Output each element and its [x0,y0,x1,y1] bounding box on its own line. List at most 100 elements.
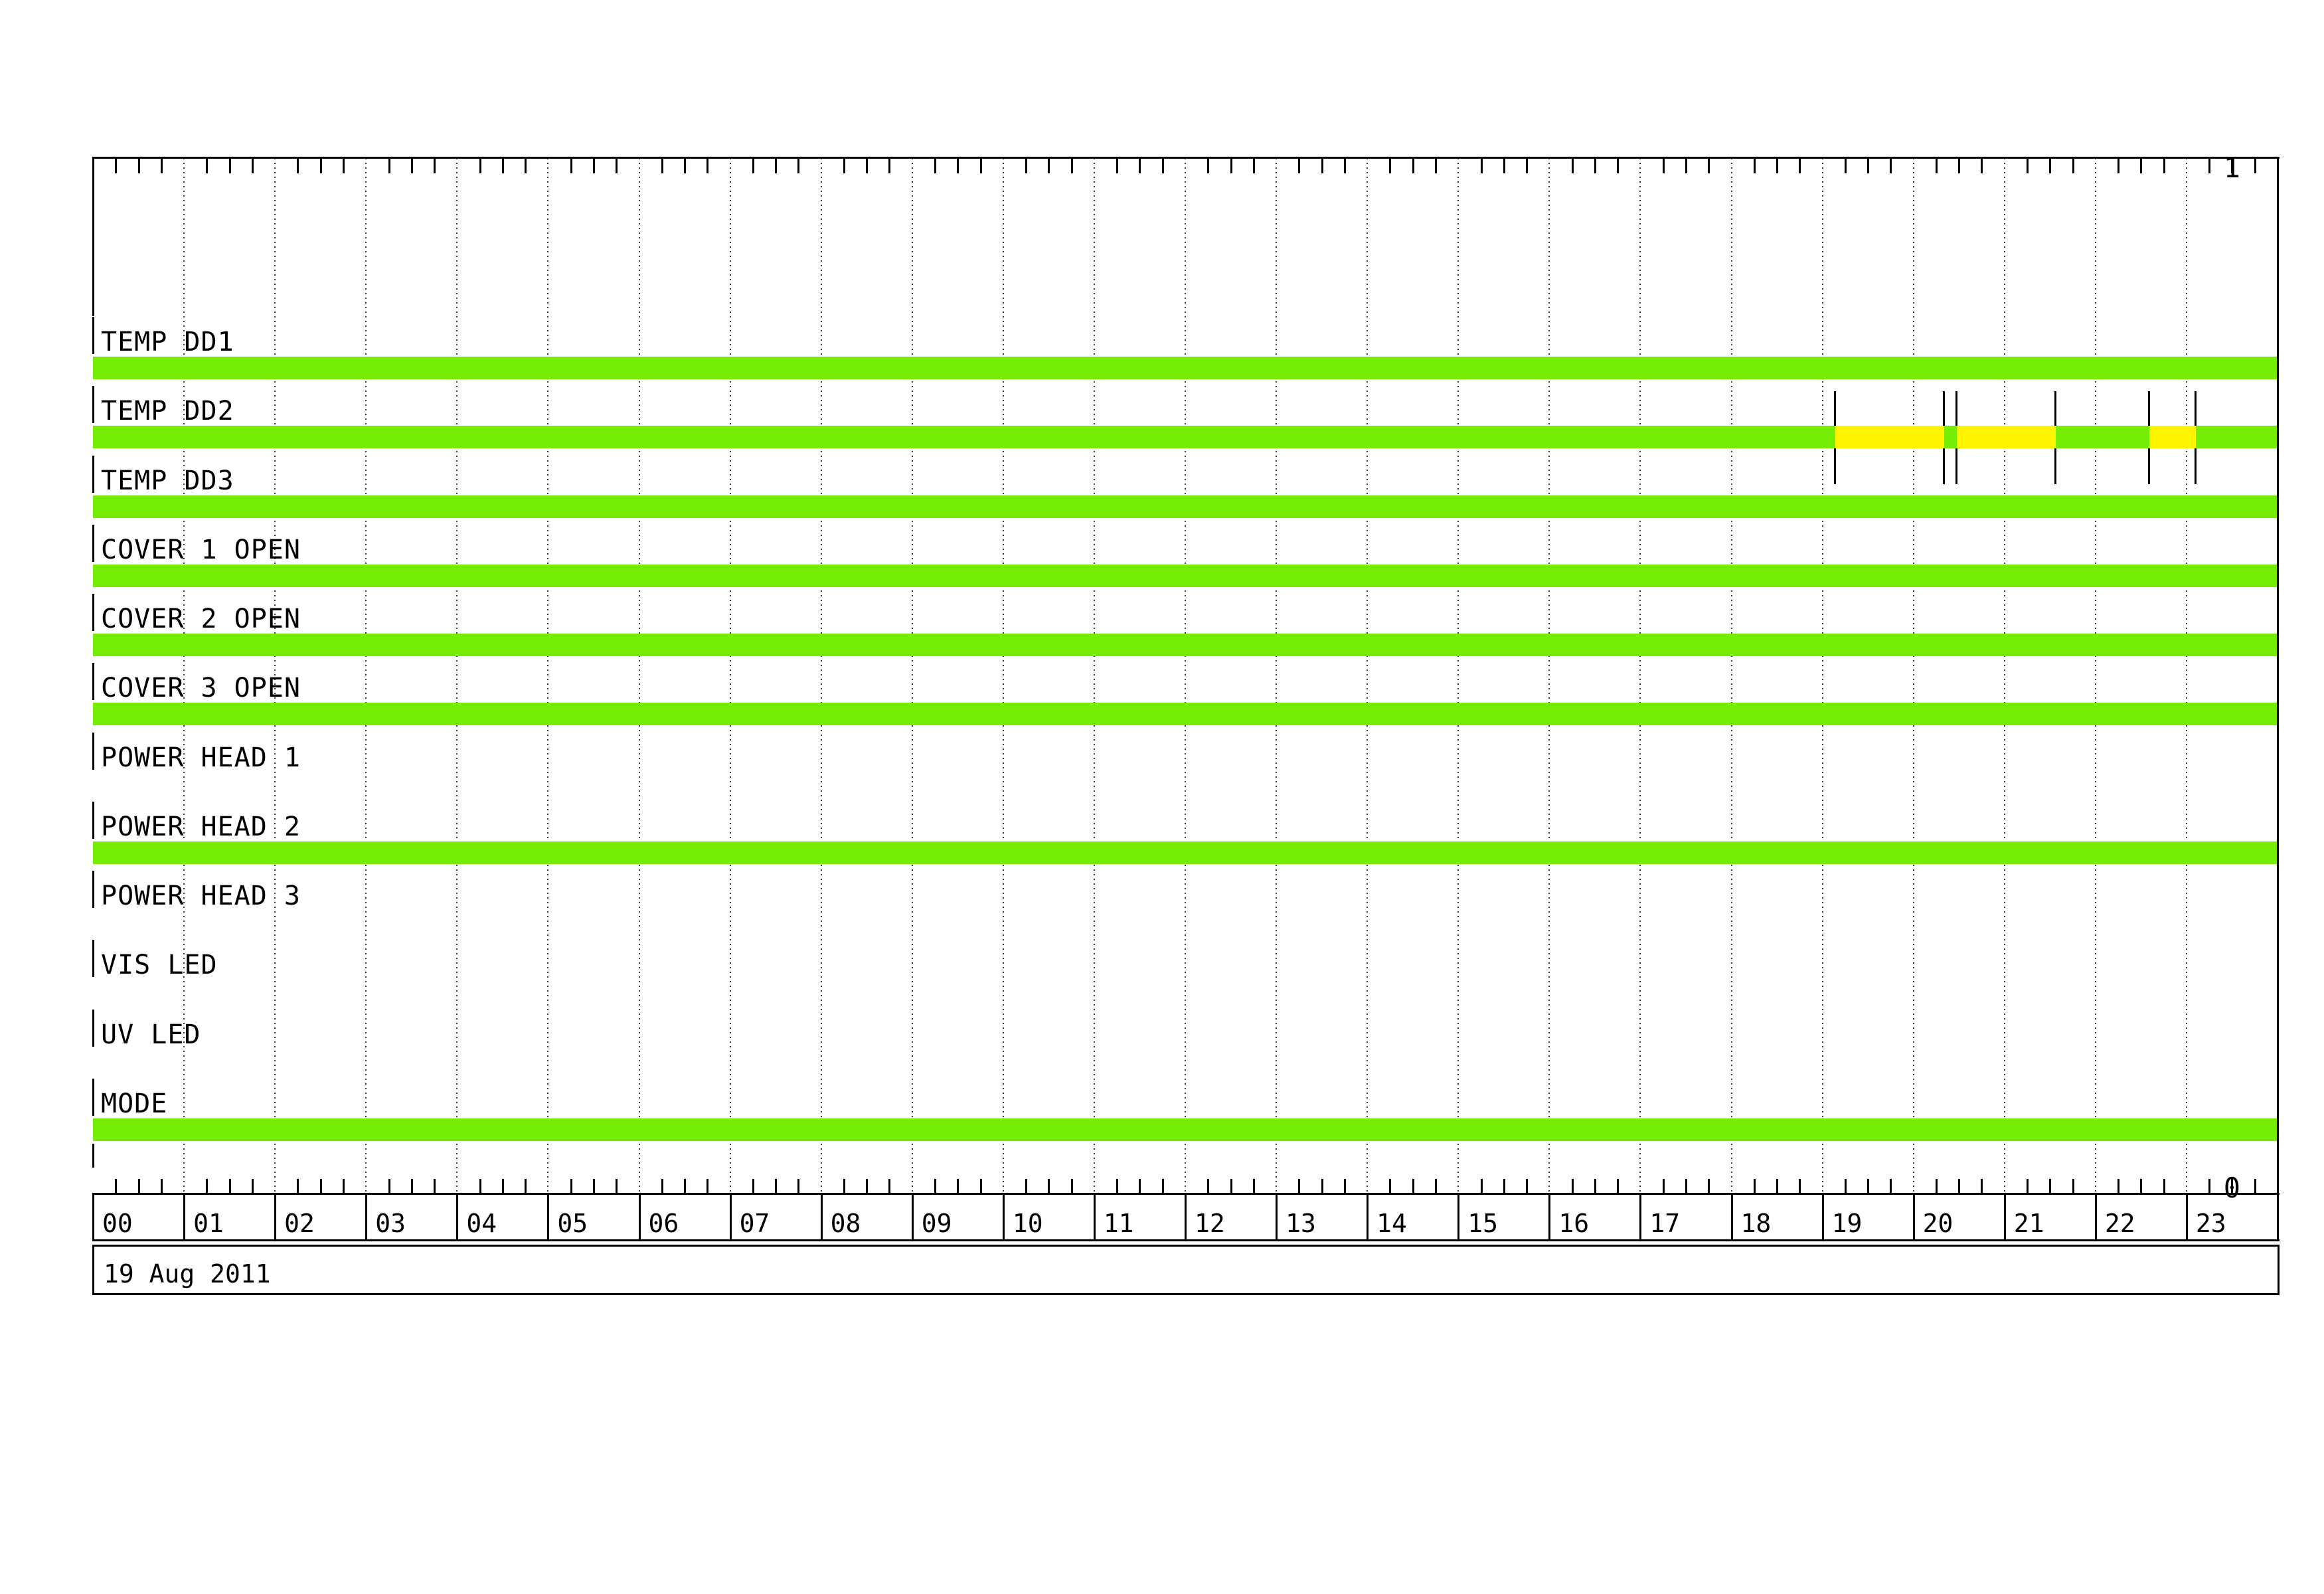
minor-tick-bottom [661,1179,663,1194]
minor-tick-top [706,159,709,173]
minor-tick-top [251,159,254,173]
hour-cell-separator [1912,1194,1915,1241]
hour-cell-separator [729,1194,732,1241]
y-axis-min-label: 0 [2223,1172,2240,1204]
minor-tick-top [2208,159,2211,173]
minor-tick-bottom [1981,1179,1983,1194]
minor-tick-top [592,159,595,173]
hour-label: 21 [2013,1209,2044,1238]
minor-tick-top [684,159,687,173]
minor-tick-top [342,159,345,173]
hour-gridline [820,158,822,1194]
hour-gridline [456,158,458,1194]
minor-tick-top [1981,159,1983,173]
state-bar-segment [93,565,2278,587]
hour-gridline [1276,158,1278,1194]
minor-tick-bottom [706,1179,709,1194]
minor-tick-top [2072,159,2074,173]
minor-tick-top [797,159,800,173]
minor-tick-bottom [1070,1179,1073,1194]
row-label: TEMP DD1 [101,327,234,357]
minor-tick-bottom [1958,1179,1961,1194]
minor-tick-bottom [1321,1179,1323,1194]
minor-tick-bottom [1139,1179,1141,1194]
hour-label: 00 [102,1209,133,1238]
hour-label: 12 [1195,1209,1225,1238]
minor-tick-bottom [2027,1179,2029,1194]
minor-tick-bottom [137,1179,140,1194]
minor-tick-bottom [297,1179,299,1194]
minor-tick-bottom [1389,1179,1392,1194]
minor-tick-top [957,159,959,173]
hour-cell-separator [1548,1194,1551,1241]
minor-tick-bottom [592,1179,595,1194]
minor-tick-top [1708,159,1710,173]
minor-tick-bottom [1412,1179,1414,1194]
minor-tick-top [1252,159,1255,173]
hour-gridline [1002,158,1004,1194]
row-start-marker [92,663,94,700]
minor-tick-top [1139,159,1141,173]
hour-label: 23 [2195,1209,2226,1238]
minor-tick-bottom [1594,1179,1596,1194]
minor-tick-bottom [2208,1179,2211,1194]
minor-tick-top [1343,159,1346,173]
minor-tick-bottom [228,1179,231,1194]
minor-tick-bottom [525,1179,527,1194]
y-axis-max-label: 1 [2223,151,2240,184]
row-start-marker [92,594,94,631]
hour-gridline [183,158,185,1194]
hour-gridline [1185,158,1186,1194]
minor-tick-bottom [1890,1179,1892,1194]
minor-tick-bottom [1048,1179,1050,1194]
hour-gridline [1912,158,1914,1194]
row-start-marker [92,317,94,354]
state-bar-segment [1957,426,2056,448]
minor-tick-bottom [1708,1179,1710,1194]
hour-gridline [638,158,640,1194]
hour-cell-separator [92,1194,94,1241]
hour-label: 18 [1740,1209,1772,1238]
minor-tick-bottom [843,1179,845,1194]
state-bar-segment [1835,426,1945,448]
minor-tick-top [434,159,436,173]
minor-tick-top [1958,159,1961,173]
row-start-marker [92,386,94,423]
row-start-marker [92,1010,94,1047]
minor-tick-top [1412,159,1414,173]
minor-tick-top [1799,159,1801,173]
hour-label: 02 [284,1209,315,1238]
minor-tick-bottom [957,1179,959,1194]
hour-label: 13 [1286,1209,1316,1238]
state-bar-segment [93,357,2278,379]
minor-tick-bottom [1252,1179,1255,1194]
hour-cell-separator [1639,1194,1642,1241]
hour-label: 01 [193,1209,224,1238]
hour-label: 06 [648,1209,679,1238]
minor-tick-bottom [684,1179,687,1194]
hour-gridline [1367,158,1369,1194]
minor-tick-bottom [1298,1179,1301,1194]
hour-label: 16 [1558,1209,1590,1238]
date-label: 19 Aug 2011 [104,1259,271,1288]
minor-tick-top [661,159,663,173]
hour-gridline [1093,158,1095,1194]
minor-tick-top [160,159,163,173]
minor-tick-top [866,159,869,173]
minor-tick-bottom [160,1179,163,1194]
minor-tick-top [137,159,140,173]
minor-tick-bottom [1025,1179,1028,1194]
hour-gridline [2094,158,2096,1194]
hour-gridline [729,158,731,1194]
minor-tick-bottom [1844,1179,1847,1194]
minor-tick-top [2140,159,2143,173]
minor-tick-bottom [2231,1179,2234,1194]
minor-tick-bottom [206,1179,208,1194]
minor-tick-top [1298,159,1301,173]
minor-tick-bottom [2140,1179,2143,1194]
hour-cell-separator [1367,1194,1369,1241]
hour-cell-separator [183,1194,186,1241]
minor-tick-top [934,159,937,173]
hour-cell-separator [1002,1194,1005,1241]
